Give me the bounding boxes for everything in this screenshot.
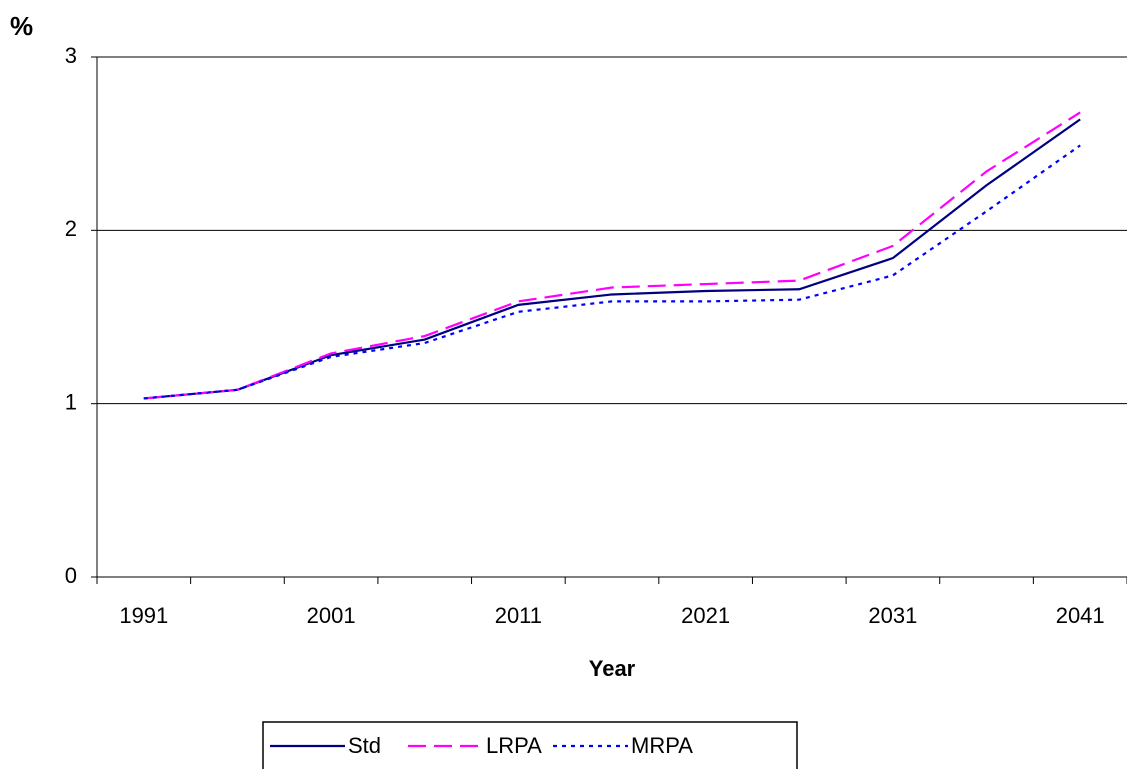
x-tick-label: 2001 [307,603,356,628]
x-tick-label: 2031 [868,603,917,628]
line-series [143,111,1081,400]
y-tick-label: 0 [65,563,77,588]
chart-title: % [10,11,33,41]
x-tick-label: 1991 [119,603,168,628]
x-tick-label: 2011 [495,603,542,628]
y-tick-label: 1 [65,389,77,414]
legend-label: MRPA [631,733,693,758]
legend-box [262,721,798,769]
y-tick-label: 3 [65,43,77,68]
x-tick-label: 2021 [681,603,730,628]
legend-label: LRPA [486,733,542,758]
y-tick-label: 2 [65,216,77,241]
x-axis-label: Year [589,656,636,681]
line-series [143,144,1081,400]
legend-label: Std [348,733,381,758]
x-tick-label: 2041 [1056,603,1105,628]
line-series [143,118,1081,400]
